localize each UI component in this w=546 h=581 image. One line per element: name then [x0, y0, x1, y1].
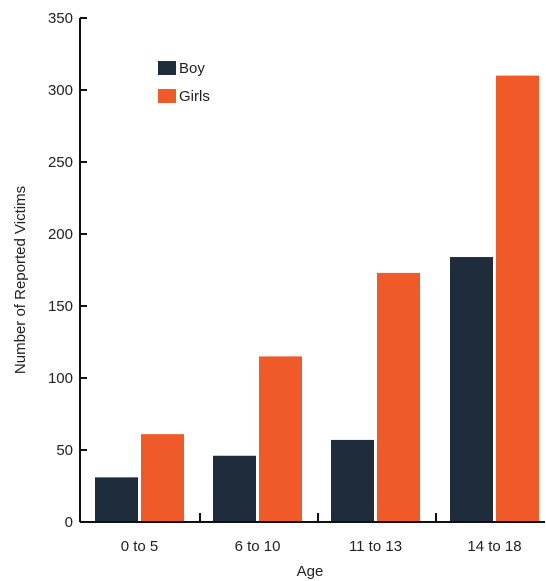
y-axis-title: Number of Reported Victims — [12, 186, 29, 374]
y-tick-label-4: 200 — [48, 226, 73, 243]
x-tick-label-3: 14 to 18 — [467, 538, 521, 555]
legend: Boy Girls — [158, 60, 210, 105]
y-tick-label-2: 100 — [48, 370, 73, 387]
x-axis-title: Age — [297, 563, 324, 580]
legend-label-boy: Boy — [179, 60, 205, 77]
y-tick-label-7: 350 — [48, 10, 73, 27]
legend-swatch-boy — [158, 61, 176, 75]
x-tick-label-2: 11 to 13 — [349, 538, 402, 555]
y-tick-label-6: 300 — [48, 82, 73, 99]
y-tick-label-3: 150 — [48, 298, 73, 315]
legend-swatch-girls — [158, 89, 176, 103]
bar-boy-0 — [95, 477, 138, 522]
bars-group — [95, 75, 539, 522]
bar-girls-0 — [141, 434, 184, 522]
x-tick-label-0: 0 to 5 — [121, 538, 159, 555]
bar-girls-1 — [259, 356, 302, 522]
bar-girls-2 — [377, 272, 420, 522]
bar-girls-3 — [496, 75, 539, 522]
bar-boy-1 — [213, 455, 256, 522]
y-tick-label-0: 0 — [65, 514, 73, 531]
y-tick-label-5: 250 — [48, 154, 73, 171]
legend-label-girls: Girls — [179, 88, 210, 105]
x-tick-label-1: 6 to 10 — [235, 538, 281, 555]
axes-group: 0 50 100 150 200 250 300 350 0 to 5 6 to 10 11 to … — [48, 10, 545, 555]
y-tick-label-1: 50 — [56, 442, 73, 459]
bar-boy-3 — [450, 257, 493, 522]
bar-boy-2 — [331, 439, 374, 522]
